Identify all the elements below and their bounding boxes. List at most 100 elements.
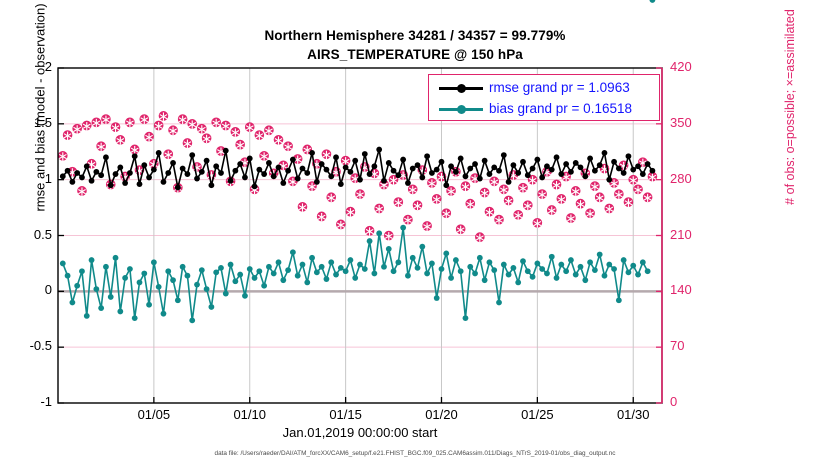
series-point bbox=[179, 263, 186, 270]
series-point bbox=[371, 163, 378, 170]
series-point bbox=[481, 157, 488, 164]
series-point bbox=[601, 149, 608, 156]
series-point bbox=[294, 272, 301, 279]
series-point bbox=[505, 179, 512, 185]
series-point bbox=[615, 165, 622, 172]
obs-assimilated-marker-spoke bbox=[447, 189, 455, 195]
series-point bbox=[385, 160, 392, 166]
series-point bbox=[591, 267, 598, 274]
y-axis-left-tick-label: 2 bbox=[44, 59, 52, 74]
obs-assimilated-marker-spoke bbox=[111, 125, 120, 131]
series-point bbox=[620, 257, 627, 263]
series-point bbox=[472, 270, 478, 277]
series-point bbox=[141, 162, 148, 169]
series-point bbox=[64, 272, 71, 279]
legend-marker-dot bbox=[457, 104, 466, 114]
series-point bbox=[568, 168, 574, 175]
series-point bbox=[136, 279, 143, 286]
series-point bbox=[103, 263, 109, 270]
series-point bbox=[83, 313, 90, 319]
series-point bbox=[146, 174, 152, 181]
x-axis-label: Jan.01,2019 00:00:00 start bbox=[282, 425, 438, 440]
obs-assimilated-marker-spoke bbox=[389, 177, 398, 184]
series-point bbox=[548, 166, 555, 173]
series-point bbox=[242, 292, 248, 299]
legend-marker-dot bbox=[457, 83, 466, 93]
series-point bbox=[443, 182, 450, 189]
series-point bbox=[390, 268, 397, 275]
obs-assimilated-marker-spoke bbox=[298, 205, 307, 211]
obs-assimilated-marker-spoke bbox=[523, 203, 532, 209]
obs-assimilated-marker-spoke bbox=[164, 152, 173, 158]
series-point bbox=[457, 268, 464, 275]
y-axis-right-tick-label: 350 bbox=[670, 114, 692, 130]
series-point bbox=[486, 171, 493, 177]
series-point bbox=[347, 168, 354, 175]
obs-assimilated-marker-spoke bbox=[116, 138, 125, 144]
series-point bbox=[79, 268, 85, 275]
obs-assimilated-marker-spoke bbox=[547, 208, 556, 214]
series-point bbox=[596, 162, 603, 169]
series-point bbox=[285, 167, 291, 174]
legend-label: rmse grand pr = 1.0963 bbox=[489, 80, 630, 95]
series-point bbox=[395, 172, 402, 179]
series-point bbox=[419, 243, 426, 250]
series-point bbox=[424, 153, 431, 160]
obs-assimilated-marker-spoke bbox=[78, 189, 86, 195]
series-point bbox=[433, 295, 440, 301]
series-point bbox=[117, 308, 124, 315]
obs-assimilated-marker-spoke bbox=[288, 179, 297, 185]
obs-assimilated-marker-spoke bbox=[605, 206, 614, 212]
series-point bbox=[323, 276, 330, 282]
series-point bbox=[515, 170, 522, 176]
series-point bbox=[553, 154, 560, 161]
obs-assimilated-marker-spoke bbox=[63, 133, 72, 139]
series-point bbox=[88, 257, 95, 263]
series-point bbox=[630, 262, 637, 269]
series-point bbox=[218, 264, 224, 271]
obs-assimilated-marker-spoke bbox=[394, 200, 403, 206]
series-point bbox=[131, 315, 138, 322]
series-point bbox=[189, 152, 196, 159]
y-axis-left-tick-label: -0.5 bbox=[29, 338, 52, 354]
y-axis-right-tick-label: 420 bbox=[670, 59, 692, 74]
series-point bbox=[587, 155, 593, 162]
obs-assimilated-marker-spoke bbox=[68, 169, 77, 176]
series-point bbox=[256, 166, 263, 173]
series-point bbox=[131, 153, 138, 160]
series-point bbox=[275, 164, 282, 171]
series-point bbox=[208, 304, 215, 310]
obs-assimilated-marker-spoke bbox=[466, 201, 475, 207]
x-axis-tick-label: 01/20 bbox=[425, 407, 458, 422]
series-point bbox=[587, 259, 593, 266]
series-point bbox=[635, 271, 641, 278]
series-point bbox=[500, 152, 507, 159]
series-point bbox=[606, 261, 613, 268]
obs-assimilated-marker-spoke bbox=[317, 214, 326, 220]
obs-assimilated-marker-spoke bbox=[427, 181, 436, 187]
series-point bbox=[256, 268, 263, 275]
obs-assimilated-marker-spoke bbox=[528, 177, 537, 184]
series-point bbox=[361, 266, 368, 272]
series-point bbox=[342, 164, 349, 171]
y-axis-right-tick-label: 0 bbox=[670, 394, 678, 409]
y-axis-right-tick-label: 280 bbox=[670, 170, 692, 186]
series-point bbox=[242, 174, 248, 181]
series-point bbox=[203, 157, 210, 164]
series-point bbox=[582, 277, 589, 284]
series-point bbox=[289, 249, 296, 256]
series-point bbox=[64, 167, 71, 174]
series-point bbox=[59, 173, 66, 180]
obs-assimilated-marker-spoke bbox=[322, 152, 331, 158]
obs-assimilated-marker-spoke bbox=[58, 153, 67, 160]
obs-assimilated-marker-spoke bbox=[356, 192, 364, 198]
series-point bbox=[625, 269, 632, 276]
series-point bbox=[227, 177, 234, 184]
obs-assimilated-marker-spoke bbox=[490, 179, 499, 185]
series-point bbox=[122, 275, 129, 281]
series-point bbox=[160, 310, 167, 317]
series-point bbox=[520, 158, 526, 165]
series-point bbox=[577, 263, 584, 270]
series-point bbox=[563, 268, 570, 275]
